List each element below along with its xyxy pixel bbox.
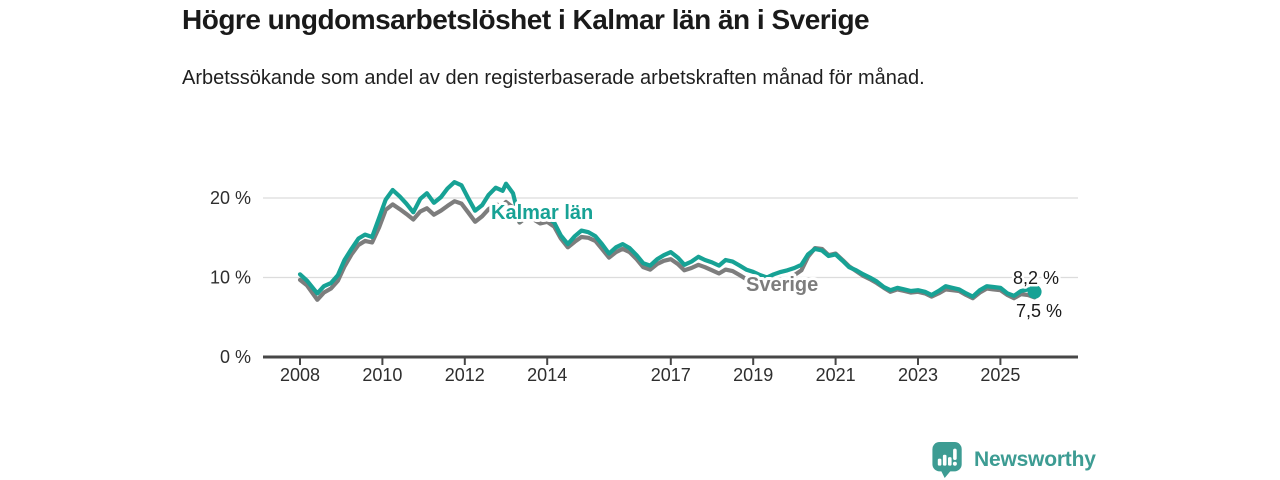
chart-subtitle: Arbetssökande som andel av den registerb…: [182, 67, 925, 89]
newsworthy-chart-bubble-icon: [932, 442, 962, 478]
x-tick-label: 2010: [362, 365, 402, 385]
x-tick-label: 2008: [280, 365, 320, 385]
x-tick-label: 2012: [445, 365, 485, 385]
series-line-sverige: [297, 199, 1037, 302]
brand-name: Newsworthy: [974, 448, 1096, 471]
x-tick-label: 2017: [651, 365, 691, 385]
series-label-sverige: Sverige: [746, 274, 818, 296]
y-tick-label: 0 %: [220, 347, 251, 367]
end-value-label-sverige: 7,5 %: [1016, 301, 1062, 321]
y-tick-label: 20 %: [210, 188, 251, 208]
end-value-label-kalmar: 8,2 %: [1013, 268, 1059, 288]
x-tick-label: 2025: [980, 365, 1020, 385]
x-tick-label: 2021: [816, 365, 856, 385]
x-tick-label: 2014: [527, 365, 567, 385]
series-line-kalmar-län: [297, 180, 1037, 299]
y-tick-label: 10 %: [210, 268, 251, 288]
series-end-dot: [1027, 284, 1042, 299]
series-label-kalmar-lan: Kalmar län: [491, 202, 593, 224]
x-tick-label: 2023: [898, 365, 938, 385]
chart-title: Högre ungdomsarbetslöshet i Kalmar län ä…: [182, 4, 870, 35]
x-tick-label: 2019: [733, 365, 773, 385]
newsworthy-brand: Newsworthy: [931, 441, 1096, 479]
